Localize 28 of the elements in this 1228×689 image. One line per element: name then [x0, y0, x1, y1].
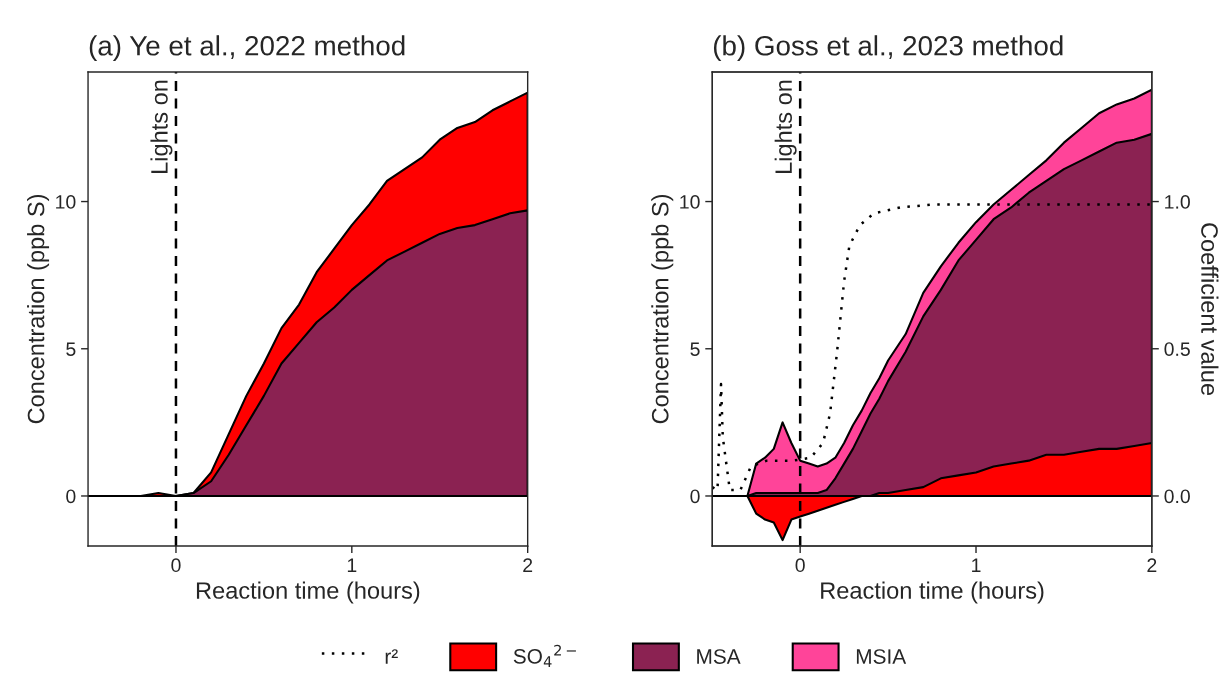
x-tick-label: 2 — [523, 558, 533, 572]
x-tick-label: 0 — [171, 558, 181, 573]
y-tick-label: 10 — [680, 195, 700, 209]
ref-line-label: Lights on — [150, 80, 173, 173]
legend-label: r² — [385, 649, 398, 664]
y2-axis-title: Coefficient value — [1201, 223, 1219, 396]
chart-title: (b) Goss et al., 2023 method — [713, 35, 1063, 62]
y2-tick-label: 1.0 — [1165, 195, 1190, 209]
x-axis-title: Reaction time (hours) — [821, 581, 1044, 604]
legend-label: MSIA — [856, 649, 907, 664]
y-tick-label: 0 — [66, 489, 76, 504]
y-tick-label: 10 — [56, 195, 76, 209]
legend-label: MSA — [697, 649, 741, 664]
x-tick-label: 2 — [1147, 558, 1157, 572]
y-axis-title: Concentration (ppb S) — [651, 194, 674, 424]
x-tick-label: 1 — [972, 558, 981, 572]
y2-tick-label: 0.5 — [1164, 342, 1190, 356]
x-tick-label: 0 — [795, 558, 805, 573]
y-axis-title: Concentration (ppb S) — [27, 194, 50, 424]
ref-line-label: Lights on — [774, 80, 797, 173]
x-tick-label: 1 — [347, 558, 357, 572]
y-tick-label: 0 — [690, 489, 700, 504]
chart-title: (a) Ye et al., 2022 method — [89, 35, 405, 62]
x-axis-title: Reaction time (hours) — [196, 581, 420, 604]
legend-label: SO$_{4}$$^{2−}$ — [513, 644, 576, 667]
y-tick-label: 5 — [66, 342, 76, 356]
y2-tick-label: 0.0 — [1164, 489, 1190, 504]
y-tick-label: 5 — [690, 342, 700, 356]
